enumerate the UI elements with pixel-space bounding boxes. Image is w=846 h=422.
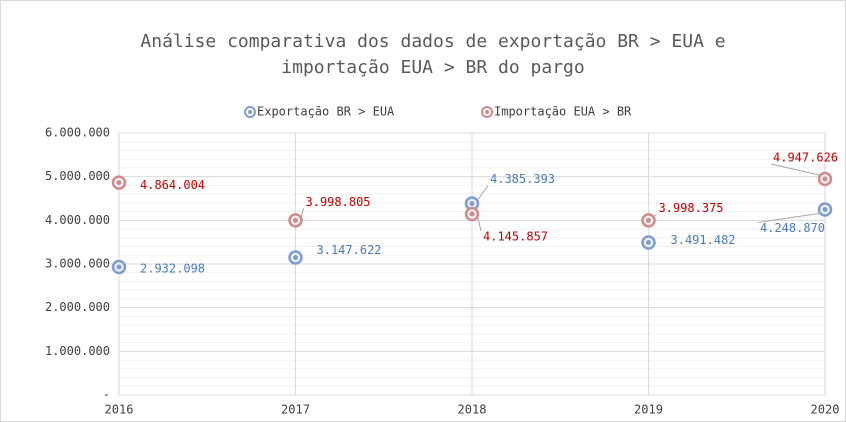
data-point-core [469,211,475,217]
legend-label: Exportação BR > EUA [257,105,395,119]
data-label: 2.932.098 [140,261,205,275]
plot: - 1.000.000 2.000.000 3.000.000 4.000.000 5.0… [45,105,839,417]
data-label: 4.385.393 [490,172,555,186]
data-point-core [293,255,298,261]
x-tick-label: 2017 [281,403,310,417]
chart-title: importação EUA > BR do pargo [281,57,584,78]
legend-marker [485,110,489,114]
leader-line [477,217,482,232]
y-tick-label: 1.000.000 [45,344,110,358]
leader-line [770,163,820,176]
data-label: 3.998.805 [306,195,371,209]
x-tick-label: 2016 [105,403,134,417]
chart-title: Análise comparativa dos dados de exporta… [140,31,725,52]
leader-line [757,212,820,223]
data-label: 4.947.626 [773,150,838,164]
data-label: 3.491.482 [671,233,736,247]
x-tick-label: 2019 [634,403,663,417]
x-tick-label: 2020 [811,403,840,417]
y-tick-label: 4.000.000 [45,213,110,227]
x-tick-label: 2018 [458,403,487,417]
data-label: 4.248.870 [760,221,825,235]
data-label: 3.147.622 [317,243,382,257]
y-tick-label: 2.000.000 [45,300,110,314]
data-point-core [116,180,122,186]
data-point-core [293,217,298,223]
legend-label: Importação EUA > BR [494,105,632,119]
data-label: 4.145.857 [483,229,548,243]
y-tick-label: 5.000.000 [45,169,110,183]
y-tick-label: - [103,388,110,402]
legend-marker [248,110,252,114]
data-point-core [822,176,828,182]
y-tick-label: 6.000.000 [45,126,110,140]
data-point-core [116,264,122,270]
data-label: 4.864.004 [140,178,205,192]
data-point-core [646,240,651,246]
data-point-core [822,206,828,212]
leader-line [477,185,489,200]
data-point-core [469,201,475,207]
data-point-core [646,217,651,223]
y-tick-label: 3.000.000 [45,257,110,271]
leader-line [301,208,304,217]
leader-line [654,214,657,217]
data-label: 3.998.375 [659,201,724,215]
